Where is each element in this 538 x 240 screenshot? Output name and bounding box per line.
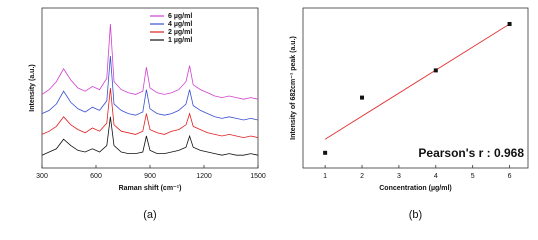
figure: 300 600 900 1200 1500 Raman shift (cm⁻¹) Inten…: [29, 7, 529, 221]
data-point: [507, 22, 512, 26]
data-point: [433, 68, 438, 73]
data-point: [323, 150, 328, 155]
x-tick-label: 1500: [250, 173, 266, 180]
x-tick-label: 5: [471, 173, 475, 180]
x-tick-label: 300: [36, 173, 48, 180]
annotation: Pearson's r : 0.968: [418, 146, 524, 160]
legend-label: 2 µg/ml: [168, 29, 192, 36]
spectrum-line: [41, 23, 259, 100]
x-tick-label: 4: [434, 173, 438, 180]
x-tick-label: 1200: [196, 173, 212, 180]
caption: (a): [143, 209, 156, 221]
x-tick-label: 1: [323, 173, 327, 180]
plot-frame: [302, 7, 529, 169]
fit-line: [324, 23, 510, 140]
y-axis-label: Intensity (a.u.): [29, 64, 36, 111]
spectrum-line: [41, 55, 259, 121]
caption: (b): [409, 209, 422, 221]
x-tick-label: 3: [397, 173, 401, 180]
x-tick-label: 600: [90, 173, 102, 180]
x-tick-label: 2: [360, 173, 364, 180]
spectrum-line: [41, 87, 259, 139]
legend-label: 1 µg/ml: [168, 37, 192, 44]
y-axis-label: Intensity of 682cm⁻¹ peak (a.u.): [290, 36, 297, 140]
page: {"chart_data":[ {"type":"line","caption"…: [28, 7, 529, 221]
data-point: [360, 95, 365, 100]
x-axis-label: Raman shift (cm⁻¹): [119, 185, 182, 192]
x-tick-label: 6: [508, 173, 512, 180]
spectrum-line: [41, 116, 259, 156]
x-axis-label: Concentration (µg/ml): [379, 185, 451, 192]
x-tick-label: 900: [144, 173, 156, 180]
legend-label: 4 µg/ml: [168, 21, 192, 28]
legend-label: 6 µg/ml: [168, 13, 192, 20]
